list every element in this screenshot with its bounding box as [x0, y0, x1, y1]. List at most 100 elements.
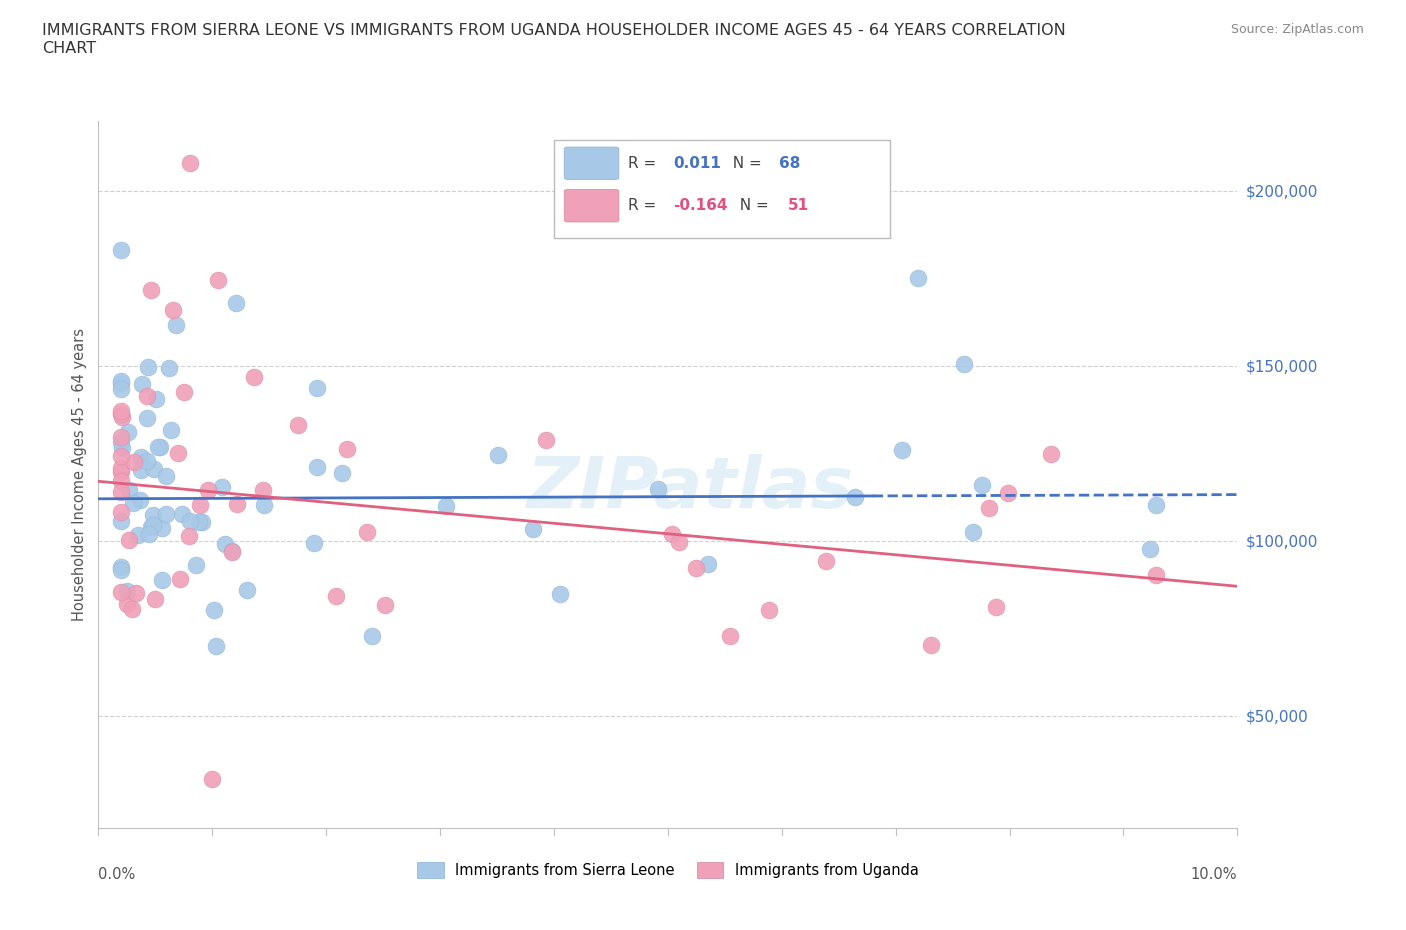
Y-axis label: Householder Income Ages 45 - 64 years: Householder Income Ages 45 - 64 years — [72, 327, 87, 621]
Point — [170, 506, 193, 521]
Point — [155, 469, 177, 484]
Point — [360, 629, 382, 644]
Point — [124, 586, 146, 601]
Point — [668, 535, 690, 550]
Point — [191, 514, 214, 529]
Point — [139, 283, 162, 298]
Point — [891, 443, 914, 458]
Text: N =: N = — [723, 156, 766, 171]
Point — [305, 459, 328, 474]
Point — [685, 561, 707, 576]
Point — [179, 155, 201, 170]
Point — [118, 533, 141, 548]
Point — [997, 485, 1019, 500]
Point — [129, 449, 152, 464]
Point — [173, 385, 195, 400]
Point — [970, 477, 993, 492]
Point — [330, 466, 353, 481]
Point — [325, 589, 347, 604]
Point — [111, 410, 134, 425]
Point — [486, 447, 509, 462]
Text: ZIPatlas: ZIPatlas — [527, 454, 855, 523]
Point — [304, 535, 326, 550]
Point — [110, 563, 132, 578]
Point — [207, 272, 229, 287]
Point — [844, 489, 866, 504]
Point — [920, 638, 942, 653]
Point — [534, 432, 557, 447]
Point — [522, 522, 544, 537]
Point — [117, 424, 139, 439]
Text: 0.0%: 0.0% — [98, 867, 135, 882]
Text: Source: ZipAtlas.com: Source: ZipAtlas.com — [1230, 23, 1364, 36]
Point — [1144, 498, 1167, 512]
Point — [984, 600, 1007, 615]
Point — [190, 498, 212, 512]
Point — [110, 404, 132, 418]
Legend: Immigrants from Sierra Leone, Immigrants from Uganda: Immigrants from Sierra Leone, Immigrants… — [412, 857, 924, 884]
Point — [149, 440, 172, 455]
Point — [697, 556, 720, 571]
Point — [110, 560, 132, 575]
Point — [179, 529, 201, 544]
Point — [115, 583, 138, 598]
Point — [162, 303, 184, 318]
Text: R =: R = — [628, 156, 661, 171]
Point — [110, 473, 132, 488]
Point — [155, 507, 177, 522]
Point — [110, 584, 132, 599]
Point — [307, 380, 329, 395]
Point — [129, 462, 152, 477]
Point — [165, 317, 187, 332]
Point — [236, 582, 259, 597]
Point — [647, 482, 669, 497]
Point — [136, 410, 159, 425]
Point — [110, 505, 132, 520]
Point — [143, 461, 166, 476]
Point — [110, 448, 132, 463]
Point — [253, 498, 276, 512]
Text: -0.164: -0.164 — [673, 198, 728, 213]
Point — [121, 602, 143, 617]
Point — [226, 497, 249, 512]
Point — [110, 461, 132, 476]
Point — [122, 455, 145, 470]
Point — [336, 442, 359, 457]
Point — [142, 518, 165, 533]
Point — [127, 527, 149, 542]
Point — [143, 591, 166, 606]
Point — [111, 441, 134, 456]
Text: 0.011: 0.011 — [673, 156, 721, 171]
Point — [962, 525, 984, 539]
Point — [129, 492, 152, 507]
Point — [184, 558, 207, 573]
Point — [214, 537, 236, 551]
Point — [110, 513, 132, 528]
Point — [179, 513, 201, 528]
Point — [252, 483, 274, 498]
Point — [242, 369, 264, 384]
FancyBboxPatch shape — [564, 147, 619, 179]
Point — [758, 603, 780, 618]
Point — [145, 392, 167, 406]
Point — [374, 598, 396, 613]
Text: R =: R = — [628, 198, 661, 213]
Point — [142, 508, 165, 523]
Point — [146, 439, 169, 454]
Point — [221, 544, 243, 559]
Point — [201, 771, 224, 786]
Point — [188, 514, 211, 529]
Point — [1144, 568, 1167, 583]
Point — [718, 629, 741, 644]
Point — [138, 526, 160, 541]
Point — [110, 376, 132, 391]
Point — [221, 543, 243, 558]
Point — [814, 553, 837, 568]
Point — [136, 454, 159, 469]
Point — [160, 422, 183, 437]
Point — [118, 483, 141, 498]
Point — [110, 374, 132, 389]
Point — [979, 500, 1001, 515]
Point — [166, 445, 188, 460]
Point — [197, 483, 219, 498]
